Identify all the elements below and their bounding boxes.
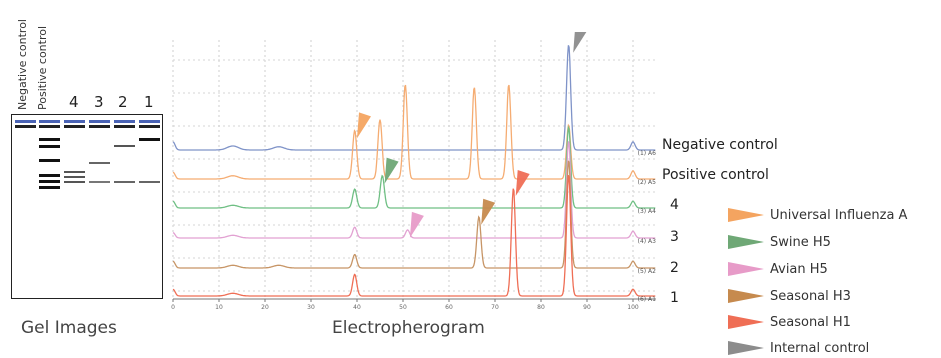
trace-line	[172, 125, 656, 209]
trace-label: Positive control	[662, 167, 769, 183]
legend-swatch	[728, 208, 764, 222]
x-tick-label: 10	[215, 304, 223, 311]
x-tick-label: 80	[537, 304, 545, 311]
legend-label: Avian H5	[770, 261, 828, 277]
x-tick-label: 50	[399, 304, 407, 311]
trace-label: 2	[670, 260, 679, 276]
x-tick-label: 60	[445, 304, 453, 311]
x-tick-label: 20	[261, 304, 269, 311]
legend-label: Universal Influenza A	[770, 207, 908, 223]
legend-swatch	[728, 315, 764, 329]
trace-id-label: (1) A6	[638, 150, 656, 157]
peak-marker	[481, 198, 496, 225]
trace-id-label: (2) A5	[638, 179, 656, 186]
x-tick-label: 30	[307, 304, 315, 311]
grid	[172, 40, 656, 299]
trace-line	[172, 175, 656, 297]
legend-label: Seasonal H1	[770, 314, 851, 330]
gel-lane-number: 1	[144, 93, 154, 111]
trace-id-label: (6) A1	[638, 296, 656, 303]
trace-line	[172, 84, 656, 180]
trace-line	[172, 141, 656, 239]
trace-label: 3	[670, 229, 679, 245]
x-tick-label: 100	[627, 304, 639, 311]
trace-label: 1	[670, 290, 679, 306]
legend-swatch	[728, 235, 764, 249]
x-tick-label: 70	[491, 304, 499, 311]
electropherogram-caption: Electropherogram	[332, 318, 485, 338]
trace-id-label: (5) A2	[638, 268, 656, 275]
gel-lane-number: 4	[69, 93, 79, 111]
legend-swatch	[728, 341, 764, 355]
legend-item-internal-control: Internal control	[728, 338, 869, 358]
peak-marker	[384, 157, 399, 184]
gel-caption: Gel Images	[21, 318, 117, 338]
gel-lane-number: 2	[118, 93, 128, 111]
legend-item-seasonal-h1: Seasonal H1	[728, 312, 851, 332]
legend-label: Swine H5	[770, 234, 831, 250]
legend-swatch	[728, 262, 764, 276]
peak-marker	[409, 211, 424, 238]
legend-item-universal-influenza-a: Universal Influenza A	[728, 205, 907, 225]
gel-lane-number: 3	[94, 93, 104, 111]
peak-marker	[515, 170, 530, 196]
gel-header-negative: Negative control	[16, 19, 29, 110]
sample-bands	[64, 138, 160, 183]
trace-label: 4	[670, 197, 679, 213]
x-tick-label: 90	[583, 304, 591, 311]
legend-item-swine-h5: Swine H5	[728, 232, 831, 252]
legend-item-avian-h5: Avian H5	[728, 259, 828, 279]
legend-item-seasonal-h3: Seasonal H3	[728, 286, 851, 306]
peak-marker	[573, 32, 587, 53]
gel-header-positive: Positive control	[36, 25, 49, 110]
positive-control-bands	[39, 138, 60, 189]
trace-id-label: (3) A4	[638, 208, 656, 215]
legend-label: Internal control	[770, 340, 870, 356]
ladder-bands	[15, 120, 160, 128]
x-tick-label: 40	[353, 304, 361, 311]
gel-image	[11, 114, 163, 299]
peak-marker	[357, 112, 371, 139]
electropherogram-chart: 0 10 20 30 40 50 60 70 80 90 100 (1) A6 (2) A5 (3) A4…	[171, 32, 656, 311]
legend-swatch	[728, 289, 764, 303]
trace-line	[172, 45, 656, 151]
trace-label: Negative control	[662, 137, 778, 153]
trace-line	[172, 160, 656, 269]
legend-label: Seasonal H3	[770, 288, 851, 304]
x-tick-label: 0	[171, 304, 175, 311]
trace-id-label: (4) A3	[638, 238, 656, 245]
